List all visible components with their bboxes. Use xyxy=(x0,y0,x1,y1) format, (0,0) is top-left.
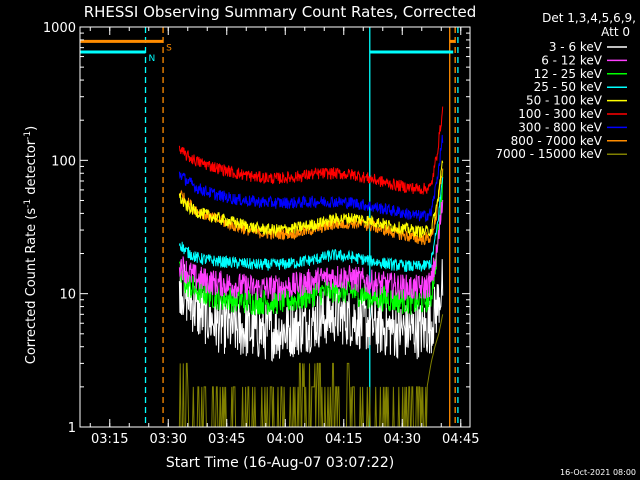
x-tick-label: 03:15 xyxy=(91,432,128,447)
y-axis-label-part: detector xyxy=(24,139,39,199)
x-tick-label: 04:15 xyxy=(325,432,362,447)
x-tick-label: 04:45 xyxy=(442,432,479,447)
chart-title: RHESSI Observing Summary Count Rates, Co… xyxy=(84,3,477,21)
y-tick-label: 1 xyxy=(68,421,76,436)
x-axis-label: Start Time (16-Aug-07 03:07:22) xyxy=(166,455,394,471)
legend-header-line-2: Att 0 xyxy=(601,25,630,39)
y-tick-label: 100 xyxy=(51,154,76,169)
n-flag-label: N xyxy=(149,54,156,64)
legend-item-label: 3 - 6 keV xyxy=(549,40,603,54)
legend-item-label: 50 - 100 keV xyxy=(526,94,603,108)
y-tick-label: 10 xyxy=(59,288,76,303)
legend-item-label: 300 - 800 keV xyxy=(518,120,602,134)
footer-date: 16-Oct-2021 08:00 xyxy=(560,468,636,477)
legend-header-line-1: Det 1,3,4,5,6,9, xyxy=(542,11,636,25)
legend-item-label: 12 - 25 keV xyxy=(534,67,603,81)
x-tick-label: 04:00 xyxy=(267,432,304,447)
series-line xyxy=(178,177,444,272)
legend-item-label: 6 - 12 keV xyxy=(541,53,603,67)
y-axis-label-part: ) xyxy=(24,126,39,131)
series-line xyxy=(178,134,444,223)
x-tick-label: 04:30 xyxy=(384,432,421,447)
y-axis-label-part: Corrected Count Rate (s xyxy=(24,208,39,365)
y-axis-label-exponent: -1 xyxy=(23,199,33,208)
x-tick-label: 03:30 xyxy=(150,432,187,447)
y-axis-label-exponent: -1 xyxy=(23,131,33,140)
legend-item-label: 800 - 7000 keV xyxy=(511,134,603,148)
legend-item-label: 25 - 50 keV xyxy=(534,80,603,94)
legend-item-label: 100 - 300 keV xyxy=(518,107,602,121)
y-tick-label: 1000 xyxy=(43,21,76,36)
x-tick-label: 03:45 xyxy=(208,432,245,447)
series-line xyxy=(178,199,444,302)
legend-item-label: 7000 - 15000 keV xyxy=(495,147,602,161)
s-flag-label: S xyxy=(166,43,172,53)
series-line xyxy=(178,106,444,195)
y-axis-label: Corrected Count Rate (s-1 detector-1) xyxy=(23,126,39,364)
series-line xyxy=(178,160,444,239)
plot-frame xyxy=(79,26,471,428)
